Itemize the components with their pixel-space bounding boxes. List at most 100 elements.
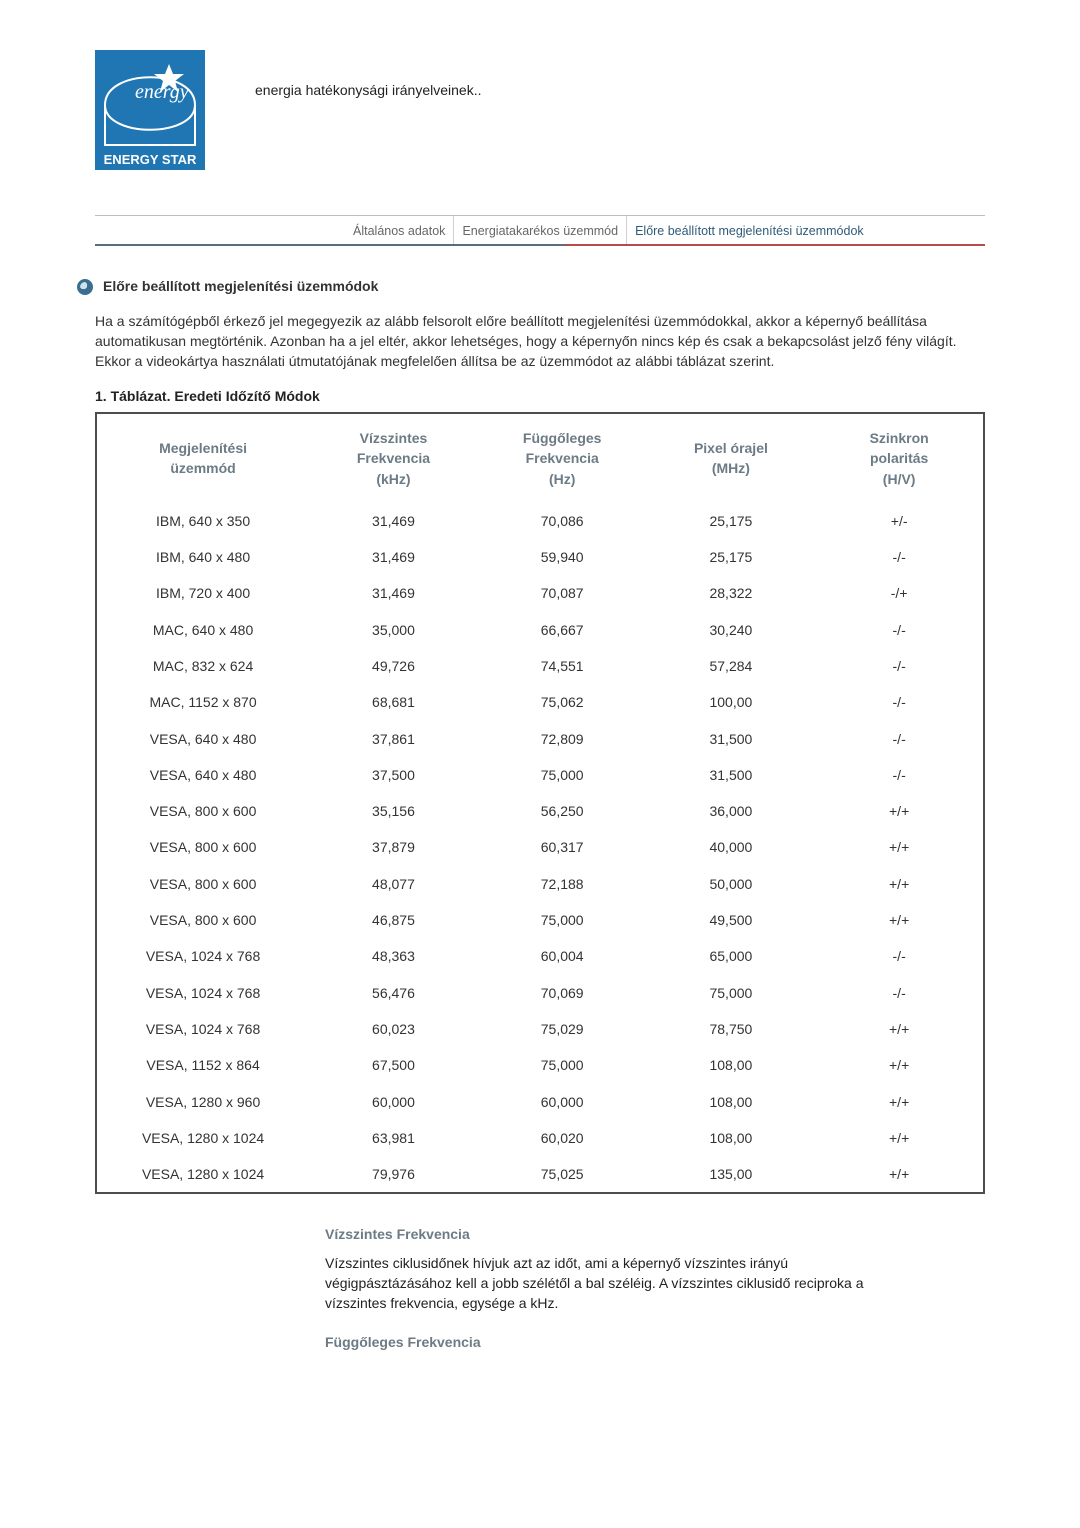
table-cell: 40,000 bbox=[647, 829, 816, 865]
table-cell: 135,00 bbox=[647, 1156, 816, 1193]
table-cell: -/- bbox=[815, 975, 984, 1011]
table-cell: 75,000 bbox=[478, 757, 647, 793]
table-row: VESA, 800 x 60048,07772,18850,000+/+ bbox=[96, 866, 984, 902]
table-cell: 78,750 bbox=[647, 1011, 816, 1047]
table-row: VESA, 1280 x 96060,00060,000108,00+/+ bbox=[96, 1084, 984, 1120]
table-cell: 31,500 bbox=[647, 721, 816, 757]
table-row: VESA, 1280 x 102479,97675,025135,00+/+ bbox=[96, 1156, 984, 1193]
table-cell: 72,809 bbox=[478, 721, 647, 757]
table-cell: +/+ bbox=[815, 793, 984, 829]
table-cell: VESA, 800 x 600 bbox=[96, 793, 309, 829]
table-cell: 56,476 bbox=[309, 975, 478, 1011]
table-cell: 100,00 bbox=[647, 684, 816, 720]
table-col-header: Szinkronpolaritás(H/V) bbox=[815, 413, 984, 503]
table-cell: 74,551 bbox=[478, 648, 647, 684]
table-row: VESA, 800 x 60035,15656,25036,000+/+ bbox=[96, 793, 984, 829]
table-cell: 31,469 bbox=[309, 539, 478, 575]
table-cell: -/- bbox=[815, 757, 984, 793]
table-cell: IBM, 640 x 350 bbox=[96, 503, 309, 539]
table-row: IBM, 640 x 35031,46970,08625,175+/- bbox=[96, 503, 984, 539]
table-cell: 67,500 bbox=[309, 1047, 478, 1083]
table-row: VESA, 1024 x 76860,02375,02978,750+/+ bbox=[96, 1011, 984, 1047]
table-cell: 65,000 bbox=[647, 938, 816, 974]
table-row: VESA, 800 x 60037,87960,31740,000+/+ bbox=[96, 829, 984, 865]
def-hfreq-title: Vízszintes Frekvencia bbox=[325, 1224, 885, 1244]
energy-star-logo: energy ENERGY STAR bbox=[95, 50, 205, 175]
table-cell: 31,469 bbox=[309, 503, 478, 539]
table-cell: 25,175 bbox=[647, 503, 816, 539]
table-cell: 30,240 bbox=[647, 612, 816, 648]
bullet-icon bbox=[77, 279, 93, 295]
table-cell: VESA, 800 x 600 bbox=[96, 902, 309, 938]
table-cell: -/- bbox=[815, 612, 984, 648]
table-cell: 70,069 bbox=[478, 975, 647, 1011]
table-cell: 35,000 bbox=[309, 612, 478, 648]
table-cell: -/- bbox=[815, 648, 984, 684]
table-cell: 37,500 bbox=[309, 757, 478, 793]
table-cell: 60,000 bbox=[478, 1084, 647, 1120]
table-cell: +/+ bbox=[815, 829, 984, 865]
table-cell: 75,062 bbox=[478, 684, 647, 720]
table-cell: +/- bbox=[815, 503, 984, 539]
table-cell: 75,000 bbox=[647, 975, 816, 1011]
table-row: IBM, 720 x 40031,46970,08728,322-/+ bbox=[96, 575, 984, 611]
table-cell: 37,879 bbox=[309, 829, 478, 865]
tab-general[interactable]: Általános adatok bbox=[345, 216, 454, 244]
table-cell: 48,077 bbox=[309, 866, 478, 902]
table-cell: MAC, 832 x 624 bbox=[96, 648, 309, 684]
table-cell: 28,322 bbox=[647, 575, 816, 611]
table-cell: VESA, 1024 x 768 bbox=[96, 938, 309, 974]
table-cell: VESA, 640 x 480 bbox=[96, 757, 309, 793]
table-cell: +/+ bbox=[815, 1084, 984, 1120]
table-cell: 50,000 bbox=[647, 866, 816, 902]
table-cell: +/+ bbox=[815, 1047, 984, 1083]
table-col-header: VízszintesFrekvencia(kHz) bbox=[309, 413, 478, 503]
table-cell: 37,861 bbox=[309, 721, 478, 757]
table-cell: 72,188 bbox=[478, 866, 647, 902]
svg-text:energy: energy bbox=[135, 81, 189, 103]
table-cell: 48,363 bbox=[309, 938, 478, 974]
table-cell: VESA, 640 x 480 bbox=[96, 721, 309, 757]
table-col-header: Pixel órajel(MHz) bbox=[647, 413, 816, 503]
table-cell: +/+ bbox=[815, 1156, 984, 1193]
table-row: VESA, 800 x 60046,87575,00049,500+/+ bbox=[96, 902, 984, 938]
table-cell: 75,000 bbox=[478, 902, 647, 938]
tab-preset-modes[interactable]: Előre beállított megjelenítési üzemmódok bbox=[627, 216, 872, 244]
table-cell: 60,004 bbox=[478, 938, 647, 974]
table-cell: IBM, 640 x 480 bbox=[96, 539, 309, 575]
table-cell: -/- bbox=[815, 938, 984, 974]
table-cell: 46,875 bbox=[309, 902, 478, 938]
table-cell: 75,029 bbox=[478, 1011, 647, 1047]
table-cell: VESA, 1024 x 768 bbox=[96, 975, 309, 1011]
table-cell: 108,00 bbox=[647, 1047, 816, 1083]
table-cell: 63,981 bbox=[309, 1120, 478, 1156]
table-cell: 35,156 bbox=[309, 793, 478, 829]
table-cell: VESA, 1280 x 1024 bbox=[96, 1156, 309, 1193]
table-cell: +/+ bbox=[815, 866, 984, 902]
table-cell: MAC, 640 x 480 bbox=[96, 612, 309, 648]
table-cell: 68,681 bbox=[309, 684, 478, 720]
table-cell: VESA, 800 x 600 bbox=[96, 866, 309, 902]
table-row: MAC, 832 x 62449,72674,55157,284-/- bbox=[96, 648, 984, 684]
timing-table: MegjelenítésiüzemmódVízszintesFrekvencia… bbox=[95, 412, 985, 1195]
table-cell: 70,086 bbox=[478, 503, 647, 539]
table-col-header: Megjelenítésiüzemmód bbox=[96, 413, 309, 503]
def-vfreq-title: Függőleges Frekvencia bbox=[325, 1332, 885, 1352]
table-cell: VESA, 1280 x 1024 bbox=[96, 1120, 309, 1156]
tab-power-save[interactable]: Energiatakarékos üzemmód bbox=[454, 216, 627, 244]
table-cell: 75,025 bbox=[478, 1156, 647, 1193]
tab-bar: Általános adatok Energiatakarékos üzemmó… bbox=[95, 215, 985, 246]
table-row: VESA, 640 x 48037,50075,00031,500-/- bbox=[96, 757, 984, 793]
table-caption: 1. Táblázat. Eredeti Időzítő Módok bbox=[95, 386, 985, 406]
section-title: Előre beállított megjelenítési üzemmódok bbox=[103, 276, 378, 296]
table-cell: IBM, 720 x 400 bbox=[96, 575, 309, 611]
table-cell: VESA, 1024 x 768 bbox=[96, 1011, 309, 1047]
table-cell: -/- bbox=[815, 684, 984, 720]
table-cell: 60,000 bbox=[309, 1084, 478, 1120]
table-cell: 66,667 bbox=[478, 612, 647, 648]
table-cell: +/+ bbox=[815, 902, 984, 938]
svg-text:ENERGY STAR: ENERGY STAR bbox=[104, 152, 197, 167]
table-cell: 60,317 bbox=[478, 829, 647, 865]
table-row: VESA, 1024 x 76848,36360,00465,000-/- bbox=[96, 938, 984, 974]
table-cell: -/- bbox=[815, 539, 984, 575]
